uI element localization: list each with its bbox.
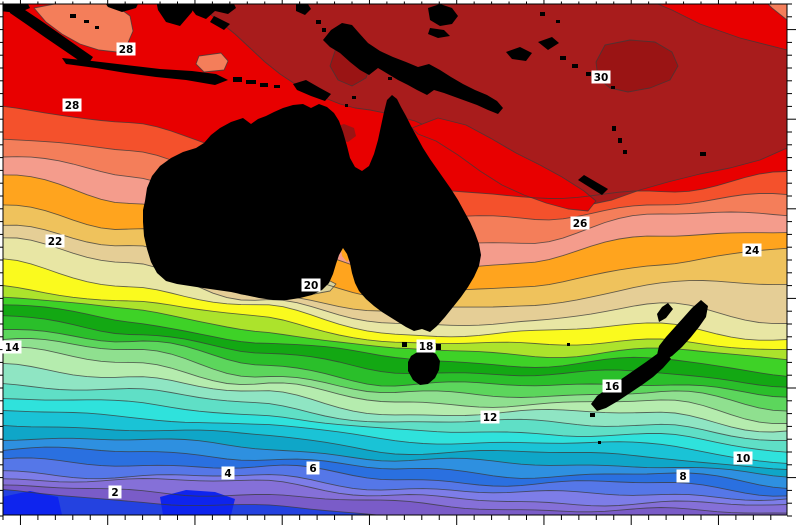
land-sulawesi — [189, 4, 236, 19]
contour-label: 26 — [570, 216, 590, 230]
land-sulawesi-arm — [210, 16, 230, 30]
contour-label: 10 — [733, 451, 753, 465]
land-layer — [3, 4, 708, 444]
land-tasmania — [408, 350, 440, 385]
contour-label: 4 — [221, 466, 235, 480]
contour-label: 16 — [602, 379, 622, 393]
red-corner-ne — [656, 4, 787, 51]
land-nz-south-island — [591, 352, 671, 411]
contour-label: 12 — [480, 410, 500, 424]
contour-label: 28 — [62, 98, 82, 112]
contour-labels-layer: 28 28 30 26 24 22 20 14 18 16 12 10 8 6 4 2 — [2, 42, 762, 499]
contour-label: 22 — [45, 234, 65, 248]
svg-text:16: 16 — [605, 381, 620, 393]
svg-text:20: 20 — [304, 280, 319, 292]
svg-text:22: 22 — [48, 236, 63, 248]
contour-label: 20 — [301, 278, 321, 292]
contour-label: 30 — [591, 70, 611, 84]
timor-warm-blob — [195, 52, 229, 73]
land-new-britain — [506, 47, 532, 61]
land-borneo-east — [156, 4, 195, 26]
contour-label: 6 — [306, 461, 320, 475]
svg-text:30: 30 — [594, 72, 609, 84]
land-new-caledonia — [578, 175, 608, 195]
svg-text:28: 28 — [119, 44, 134, 56]
svg-text:24: 24 — [745, 245, 760, 257]
land-seram — [428, 28, 450, 38]
svg-text:4: 4 — [224, 468, 231, 480]
contour-label: 8 — [676, 469, 690, 483]
coral-sea-red-tongue — [411, 117, 597, 212]
contour-label: 2 — [108, 485, 122, 499]
svg-text:14: 14 — [5, 342, 20, 354]
land-nz-north-island — [657, 300, 708, 361]
land-sumatra — [8, 5, 93, 66]
land-new-guinea — [323, 23, 503, 114]
contour-label: 18 — [416, 339, 436, 353]
svg-text:2: 2 — [111, 487, 118, 499]
land-halmahera — [296, 4, 311, 15]
land-timor — [293, 80, 331, 101]
land-birds-head — [428, 4, 458, 26]
salmon-corner-ne — [767, 4, 787, 21]
svg-text:8: 8 — [679, 471, 686, 483]
land-nz-northland — [657, 303, 673, 322]
land-borneo-west — [105, 4, 138, 12]
svg-text:26: 26 — [573, 218, 588, 230]
contour-label: 28 — [116, 42, 136, 56]
svg-text:18: 18 — [419, 341, 434, 353]
land-nw-corner-land — [3, 4, 30, 13]
contour-label: 14 — [2, 340, 22, 354]
svg-text:12: 12 — [483, 412, 498, 424]
svg-text:10: 10 — [736, 453, 751, 465]
land-java — [62, 58, 228, 85]
cold-blob-sw-1 — [3, 491, 62, 515]
contour-label: 24 — [742, 243, 762, 257]
land-australia — [143, 95, 481, 332]
svg-text:6: 6 — [309, 463, 316, 475]
svg-text:28: 28 — [65, 100, 80, 112]
land-new-ireland — [538, 37, 559, 50]
contour-lines-layer — [3, 105, 787, 515]
